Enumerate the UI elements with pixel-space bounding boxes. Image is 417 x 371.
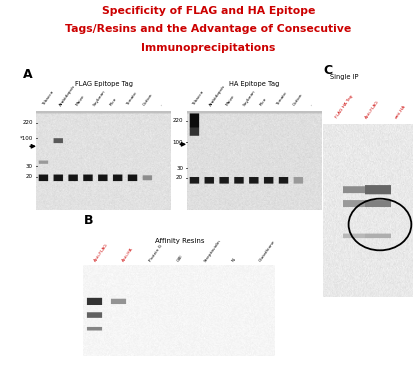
Text: 100: 100	[173, 140, 183, 145]
Text: Tobacco: Tobacco	[192, 90, 205, 107]
Text: GBI: GBI	[176, 254, 183, 263]
Text: -: -	[309, 103, 314, 107]
Text: C: C	[323, 64, 332, 77]
Text: anti-HA: anti-HA	[394, 104, 407, 119]
Text: Affinity Resins: Affinity Resins	[155, 238, 204, 244]
Text: HA Epitope Tag: HA Epitope Tag	[229, 81, 279, 87]
Text: 220: 220	[23, 120, 33, 125]
Text: Single IP: Single IP	[330, 74, 358, 80]
Text: -: -	[159, 103, 163, 107]
Text: FLAG HA Tag: FLAG HA Tag	[335, 95, 354, 119]
Text: 220: 220	[173, 118, 183, 123]
Text: Protein G: Protein G	[148, 244, 163, 263]
Text: 20: 20	[26, 174, 33, 180]
Text: Arabidopsis: Arabidopsis	[58, 83, 76, 107]
Text: Soybean: Soybean	[92, 89, 106, 107]
Text: Rice: Rice	[259, 97, 268, 107]
Text: Anti-FLAG: Anti-FLAG	[365, 99, 380, 119]
Text: Rice: Rice	[109, 97, 118, 107]
Text: Cotton: Cotton	[293, 92, 304, 107]
Text: Ni: Ni	[231, 257, 237, 263]
Text: Streptavidin: Streptavidin	[203, 239, 222, 263]
Text: 30: 30	[26, 164, 33, 168]
Text: Arabidopsis: Arabidopsis	[208, 83, 226, 107]
Text: Soybean: Soybean	[242, 89, 256, 107]
Text: A: A	[23, 68, 33, 81]
Text: Specificity of FLAG and HA Epitope: Specificity of FLAG and HA Epitope	[102, 6, 315, 16]
Text: 30: 30	[176, 165, 183, 171]
Text: Cotton: Cotton	[143, 92, 154, 107]
Text: B: B	[83, 214, 93, 227]
Text: FLAG Epitope Tag: FLAG Epitope Tag	[75, 81, 133, 87]
Text: Immunoprecipitations: Immunoprecipitations	[141, 43, 276, 53]
Text: Tomato: Tomato	[276, 92, 288, 107]
Text: Anti-FLAG: Anti-FLAG	[94, 243, 110, 263]
Text: Maize: Maize	[75, 94, 85, 107]
Text: *100: *100	[20, 136, 33, 141]
Text: Tomato: Tomato	[126, 92, 138, 107]
Text: Maize: Maize	[225, 94, 236, 107]
Text: Anti-HA: Anti-HA	[121, 247, 134, 263]
Text: Tags/Resins and the Advantage of Consecutive: Tags/Resins and the Advantage of Consecu…	[65, 24, 352, 34]
Text: Tobacco: Tobacco	[42, 90, 55, 107]
Text: Glutathione: Glutathione	[258, 239, 276, 263]
Text: 20: 20	[176, 175, 183, 180]
